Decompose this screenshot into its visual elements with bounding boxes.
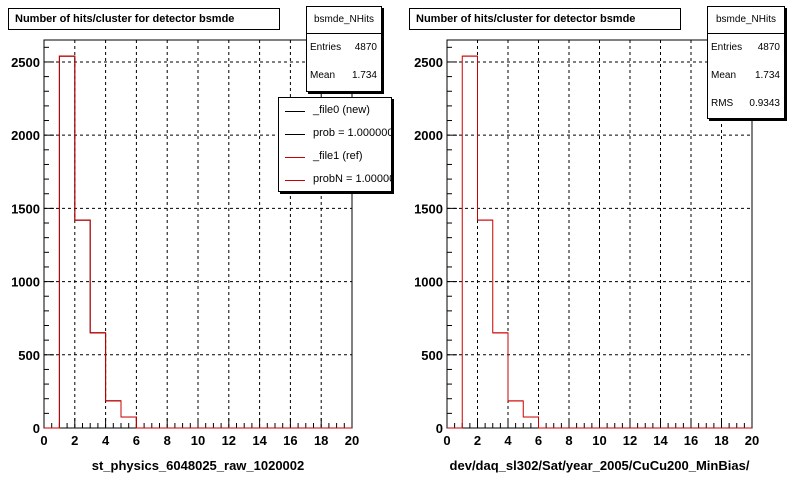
- stats-key: Mean: [711, 70, 737, 81]
- x-tick-label: 2: [71, 433, 78, 448]
- y-tick-label: 500: [18, 348, 40, 363]
- right-stats-box[interactable]: bsmde_NHits Entries 4870 Mean 1.734 RMS …: [707, 6, 785, 119]
- right-stats-row-rms: RMS 0.9343: [708, 90, 784, 118]
- legend-label: _file0 (new): [313, 104, 370, 116]
- y-tick-label: 1500: [11, 201, 40, 216]
- x-tick-label: 12: [623, 433, 637, 448]
- x-tick-label: 10: [191, 433, 205, 448]
- x-axis-label: st_physics_6048025_raw_1020002: [92, 458, 305, 473]
- x-tick-label: 8: [565, 433, 572, 448]
- x-tick-label: 6: [535, 433, 542, 448]
- stats-value: 1.734: [754, 70, 780, 81]
- x-tick-label: 14: [653, 433, 668, 448]
- stats-value: 4870: [354, 42, 377, 53]
- right-panel: 0 2 4 6 8 10 12 14 16 18 20 0 500 1000 1500 2000 2500 dev…: [400, 0, 800, 480]
- legend-item-file0: _file0 (new): [279, 100, 391, 122]
- y-tick-label: 0: [33, 421, 40, 436]
- left-stats-name: bsmde_NHits: [307, 7, 381, 34]
- legend-swatch: [285, 134, 305, 135]
- x-tick-label: 20: [345, 433, 359, 448]
- x-tick-label: 16: [684, 433, 698, 448]
- x-tick-label: 4: [102, 433, 110, 448]
- y-tick-label: 1000: [414, 275, 443, 290]
- legend-item-file1: _file1 (ref): [279, 146, 391, 168]
- legend-label: _file1 (ref): [313, 150, 363, 162]
- y-tick-label: 1000: [11, 275, 40, 290]
- x-tick-label: 0: [40, 433, 47, 448]
- x-tick-label: 12: [222, 433, 236, 448]
- legend-label: prob = 1.000000: [313, 127, 392, 139]
- x-tick-label: 18: [714, 433, 728, 448]
- y-tick-label: 2500: [11, 55, 40, 70]
- right-histogram-plot: 0 2 4 6 8 10 12 14 16 18 20 0 500 1000 1500 2000 2500 dev…: [414, 39, 759, 473]
- y-tick-label: 2000: [11, 128, 40, 143]
- right-stats-row-entries: Entries 4870: [708, 34, 784, 62]
- legend-label: probN = 1.000000: [313, 173, 391, 185]
- stats-value: 0.9343: [749, 98, 780, 109]
- left-stats-box[interactable]: bsmde_NHits Entries 4870 Mean 1.734: [306, 6, 382, 92]
- x-tick-label: 8: [164, 433, 171, 448]
- y-tick-label: 2500: [414, 55, 443, 70]
- stats-value: 4870: [757, 42, 780, 53]
- right-chart-title: Number of hits/cluster for detector bsmd…: [409, 8, 681, 30]
- x-axis-label: dev/daq_sl302/Sat/year_2005/CuCu200_MinB…: [450, 458, 750, 473]
- stats-key: RMS: [711, 98, 734, 109]
- x-tick-label: 0: [443, 433, 450, 448]
- left-legend-box[interactable]: _file0 (new) prob = 1.000000 _file1 (ref…: [278, 97, 392, 192]
- x-tick-label: 16: [283, 433, 297, 448]
- left-stats-row-mean: Mean 1.734: [307, 62, 381, 90]
- left-chart-title: Number of hits/cluster for detector bsmd…: [8, 8, 280, 30]
- x-tick-label: 6: [133, 433, 140, 448]
- y-tick-label: 500: [421, 348, 443, 363]
- right-stats-name: bsmde_NHits: [708, 7, 784, 34]
- left-stats-row-entries: Entries 4870: [307, 34, 381, 62]
- x-tick-label: 10: [592, 433, 606, 448]
- right-stats-row-mean: Mean 1.734: [708, 62, 784, 90]
- x-tick-label: 18: [314, 433, 328, 448]
- stats-key: Entries: [711, 42, 743, 53]
- x-tick-label: 14: [252, 433, 267, 448]
- legend-item-probn: probN = 1.000000: [279, 169, 391, 191]
- y-tick-label: 0: [436, 421, 443, 436]
- legend-swatch: [285, 111, 305, 112]
- legend-item-prob: prob = 1.000000: [279, 123, 392, 145]
- y-tick-label: 2000: [414, 128, 443, 143]
- left-panel: 0 2 4 6 8 10 12 14 16 18 20 0 500 1000 1500 2000 2500 st_…: [8, 6, 392, 473]
- legend-swatch: [285, 180, 305, 181]
- stats-key: Mean: [310, 70, 336, 81]
- legend-swatch: [285, 157, 305, 158]
- stats-key: Entries: [310, 42, 342, 53]
- y-tick-label: 1500: [414, 201, 443, 216]
- x-tick-label: 4: [504, 433, 512, 448]
- x-tick-label: 2: [474, 433, 481, 448]
- x-tick-label: 20: [745, 433, 759, 448]
- stats-value: 1.734: [351, 70, 377, 81]
